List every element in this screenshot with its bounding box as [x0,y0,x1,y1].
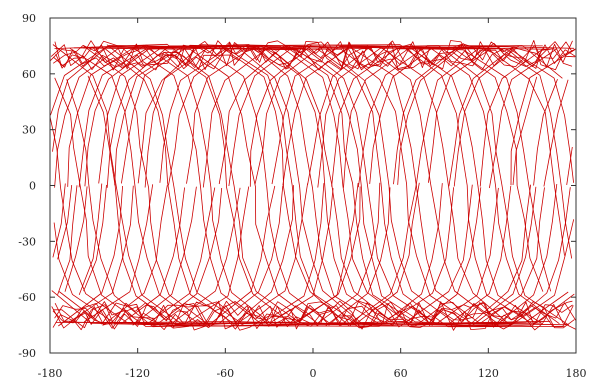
ground-track-polar-segment [52,301,574,331]
ground-track-segment [83,184,107,292]
y-tick-label: 60 [22,68,36,81]
ground-track-segment [331,48,574,187]
ground-track-segment [78,45,571,328]
ground-track-segment [55,187,241,323]
ground-track-segment [98,45,569,326]
ground-track-segment [69,47,381,327]
ground-track-segment [51,185,276,327]
ground-track-polar-segment [54,300,573,330]
x-tick-label: -60 [216,367,234,380]
ground-track-polar-segment [52,300,576,331]
ground-track-segment [448,46,515,187]
ground-track-segment [479,47,545,187]
ground-track-polar-segment [52,40,576,71]
ground-track-segment [489,48,557,189]
ground-track-segment [66,79,334,328]
x-tick-label: 120 [478,367,499,380]
ground-track-segment [164,48,473,326]
ground-track-segment [428,47,493,183]
ground-track-segment [453,45,519,187]
ground-track-segment [84,45,575,326]
ground-track-segment [114,47,542,324]
ground-track-polar-segment [54,301,576,331]
ground-track-segment [317,46,573,259]
y-tick-label: 0 [29,180,36,193]
ground-track-segment [137,44,565,328]
ground-track-segment [73,47,499,325]
ground-track-segment [78,183,103,296]
ground-track-segment [87,75,359,325]
ground-track-segment [202,46,512,327]
ground-track-segment [68,185,134,323]
ground-track-segment [52,44,361,324]
ground-track-polar-segment [53,300,573,330]
ground-track-segment [186,48,499,325]
ground-track-segment [64,186,88,292]
axes: -180 -120 -60 0 60 120 180 -90 -60 -30 0 30 60 90 [18,12,586,380]
y-tick-label: -30 [18,235,36,248]
ground-track-segment [159,48,472,324]
ground-track-segment [82,45,391,327]
ground-track-segment [57,185,78,295]
ground-track-segment [106,44,420,326]
x-tick-label: 180 [566,367,587,380]
ground-track-segment [566,146,573,185]
ground-track-segment [52,45,537,326]
ground-track-segment [105,48,417,326]
ground-track-segment [168,44,480,324]
ground-track-segment [148,187,216,323]
x-tick-label: -120 [125,367,150,380]
ground-track-segment [249,44,560,325]
ground-track-segment [254,45,569,326]
ground-track-segment [67,44,558,328]
ground-track-segment [132,186,197,326]
ground-track-polar-segment [50,40,573,71]
ground-track-segment [83,45,512,326]
ground-track-segment [397,45,463,185]
ground-track-polar-segment [50,41,573,71]
ground-track-segment [358,45,543,188]
ground-track-segment [58,185,284,325]
x-tick-label: 0 [310,367,317,380]
ground-track-segment [512,76,538,186]
ground-track-segment [58,185,123,327]
ground-track-segment [271,45,544,292]
x-tick-label: -180 [38,367,63,380]
ground-track-segment [510,49,576,186]
ground-track-segment [54,45,545,325]
ground-track-segment [218,44,533,324]
ground-track-segment [83,184,154,323]
ground-track-segment [54,43,482,327]
y-tick-label: -60 [18,291,36,304]
ground-track-segment [143,44,454,326]
ground-track-segment [50,46,531,327]
ground-track-segment [144,47,569,326]
ground-track-segment [228,46,543,324]
y-tick-label: 90 [22,12,36,25]
ground-track-polar-segment [54,40,573,71]
ground-track-polar-segment [53,40,576,71]
ground-track-segment [533,79,558,186]
ground-track-segment [54,77,325,327]
plot-area [50,40,576,331]
x-tick-label: 60 [394,367,408,380]
y-tick-label: 30 [22,124,36,137]
ground-track-segment [121,44,551,324]
ground-track-segment [415,46,481,187]
ground-track-segment [57,185,73,260]
y-tick-label: -90 [18,347,36,360]
ground-track-polar-segment [55,41,576,70]
ground-track-segment [543,79,569,187]
ground-track-segment [106,45,575,327]
ground-track-segment [282,46,552,292]
ground-track-segment [133,47,443,327]
ground-track-segment [307,45,565,256]
ground-track-segment [52,183,66,258]
